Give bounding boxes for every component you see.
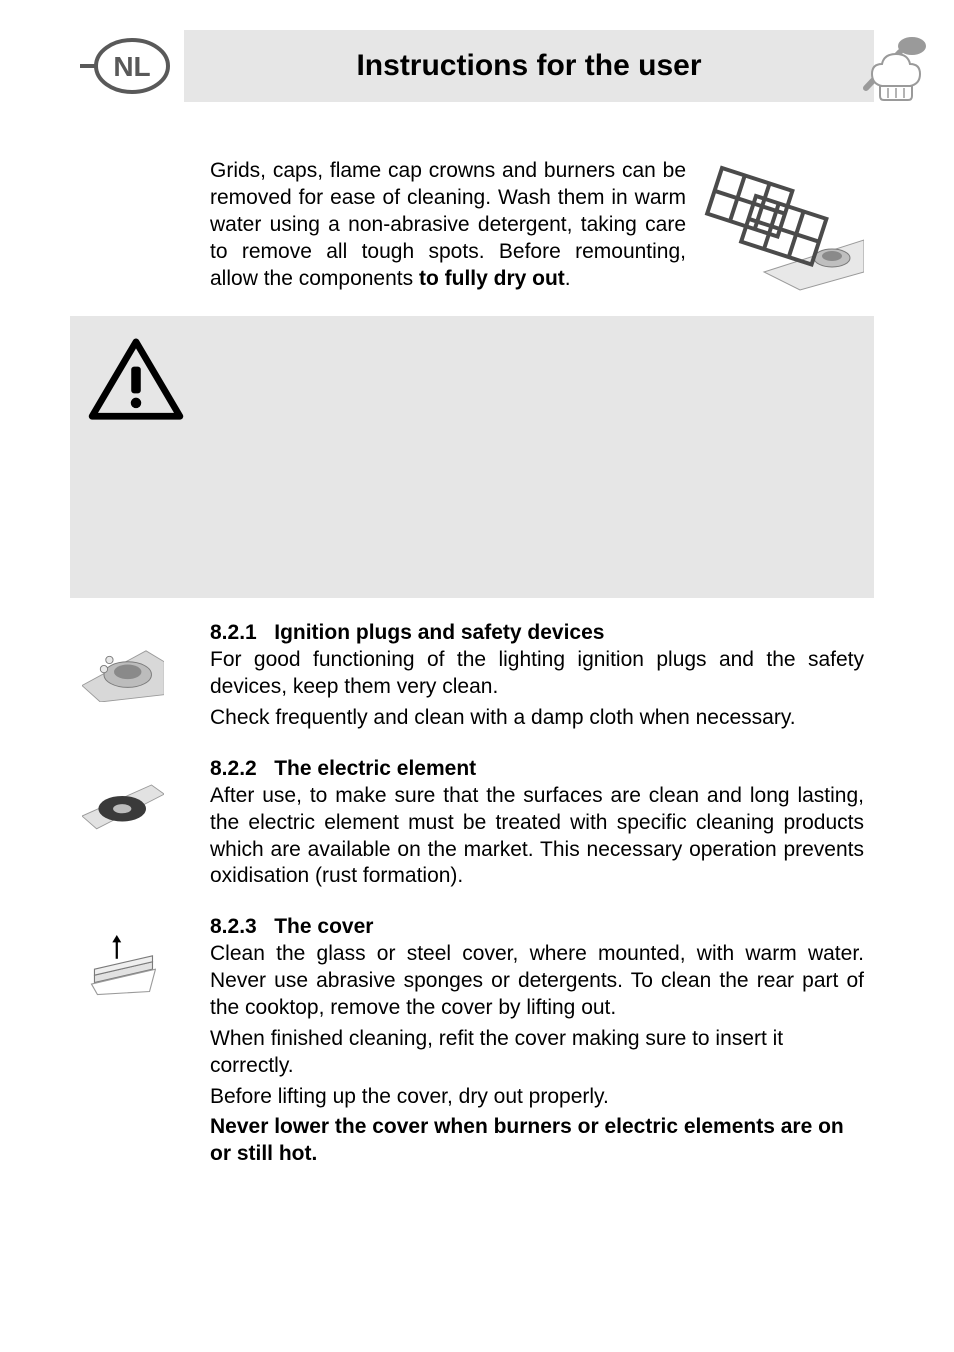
section-823-body-2: Before lifting up the cover, dry out pro… [210,1084,864,1111]
section-823-body-1: When finished cleaning, refit the cover … [210,1026,864,1080]
electric-element-icon [82,774,164,838]
intro-text-bold: to fully dry out [419,267,565,290]
section-821-num: 8.2.1 [210,621,257,644]
chef-hat-icon [854,32,934,112]
title-bar: Instructions for the user [184,30,874,102]
section-822-num: 8.2.2 [210,757,257,780]
section-821-title: Ignition plugs and safety devices [274,621,604,644]
cover-lift-icon [90,932,157,996]
nl-badge-icon: NL [80,36,172,96]
header: NL Instructions for the user [0,0,954,102]
section-822-body-0: After use, to make sure that the surface… [210,783,864,891]
section-822-title: The electric element [274,757,476,780]
section-821-body-0: For good functioning of the lighting ign… [210,647,864,701]
section-823-bold: Never lower the cover when burners or el… [210,1114,864,1168]
page: NL Instructions for the user [0,0,954,1352]
section-823-num: 8.2.3 [210,915,257,938]
section-822: 8.2.2 The electric element After use, to… [80,756,864,894]
warning-text [210,338,864,498]
region-code: NL [113,51,150,82]
warning-icon [88,338,184,422]
section-821-body-1: Check frequently and clean with a damp c… [210,705,864,732]
intro-leftcol [80,158,192,296]
section-822-text: 8.2.2 The electric element After use, to… [210,756,864,894]
section-821-icon-col [80,620,192,736]
intro-row: Grids, caps, flame cap crowns and burner… [80,158,864,296]
section-823-title: The cover [274,915,373,938]
section-823: 8.2.3 The cover Clean the glass or steel… [80,914,864,1172]
section-821-text: 8.2.1 Ignition plugs and safety devices … [210,620,864,736]
section-823-text: 8.2.3 The cover Clean the glass or steel… [210,914,864,1172]
warning-icon-col [80,338,192,498]
burner-closeup-icon [82,638,164,702]
section-821: 8.2.1 Ignition plugs and safety devices … [80,620,864,736]
page-title: Instructions for the user [356,49,701,83]
warning-box [70,316,874,598]
region-badge: NL [80,36,172,96]
section-823-icon-col [80,914,192,1172]
section-823-body-0: Clean the glass or steel cover, where mo… [210,941,864,1022]
intro-text: Grids, caps, flame cap crowns and burner… [210,158,686,296]
grids-icon [704,162,864,292]
intro-text-post: . [565,267,571,290]
content: Grids, caps, flame cap crowns and burner… [0,158,954,1172]
grids-illustration [704,158,864,296]
section-822-icon-col [80,756,192,894]
